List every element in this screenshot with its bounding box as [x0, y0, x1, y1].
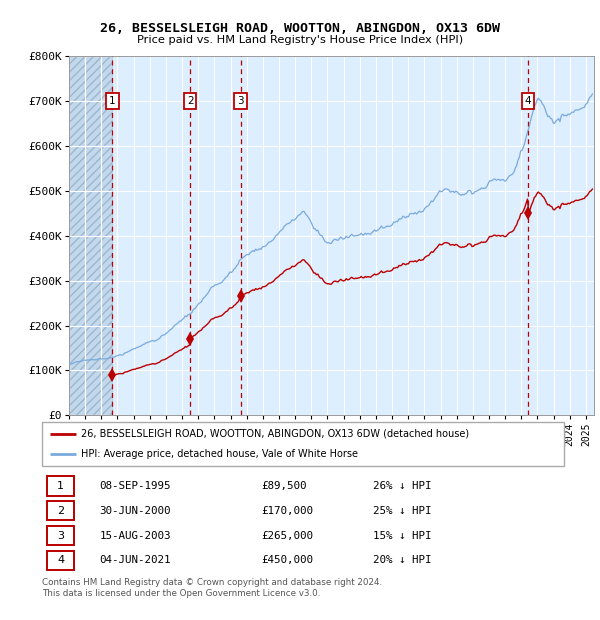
Text: 3: 3 [57, 531, 64, 541]
Bar [69, 56, 112, 415]
Text: 30-JUN-2000: 30-JUN-2000 [100, 506, 171, 516]
Bar [69, 56, 112, 415]
Text: Contains HM Land Registry data © Crown copyright and database right 2024.: Contains HM Land Registry data © Crown c… [42, 578, 382, 587]
Text: 20% ↓ HPI: 20% ↓ HPI [373, 556, 432, 565]
Text: 2: 2 [57, 506, 64, 516]
Text: This data is licensed under the Open Government Licence v3.0.: This data is licensed under the Open Gov… [42, 589, 320, 598]
Text: 26, BESSELSLEIGH ROAD, WOOTTON, ABINGDON, OX13 6DW (detached house): 26, BESSELSLEIGH ROAD, WOOTTON, ABINGDON… [81, 428, 469, 439]
Text: £265,000: £265,000 [261, 531, 313, 541]
Text: 15% ↓ HPI: 15% ↓ HPI [373, 531, 432, 541]
Bar [47, 526, 74, 545]
Text: 1: 1 [109, 95, 116, 106]
Text: HPI: Average price, detached house, Vale of White Horse: HPI: Average price, detached house, Vale… [81, 449, 358, 459]
Text: 15-AUG-2003: 15-AUG-2003 [100, 531, 171, 541]
Text: 2: 2 [187, 95, 193, 106]
Text: £450,000: £450,000 [261, 556, 313, 565]
Text: 4: 4 [525, 95, 532, 106]
Bar [47, 501, 74, 520]
Text: 1: 1 [57, 481, 64, 491]
Text: 3: 3 [237, 95, 244, 106]
Text: 4: 4 [57, 556, 64, 565]
Text: 26, BESSELSLEIGH ROAD, WOOTTON, ABINGDON, OX13 6DW: 26, BESSELSLEIGH ROAD, WOOTTON, ABINGDON… [100, 22, 500, 35]
Text: 26% ↓ HPI: 26% ↓ HPI [373, 481, 432, 491]
Bar [47, 551, 74, 570]
Text: 25% ↓ HPI: 25% ↓ HPI [373, 506, 432, 516]
Text: Price paid vs. HM Land Registry's House Price Index (HPI): Price paid vs. HM Land Registry's House … [137, 35, 463, 45]
Text: 08-SEP-1995: 08-SEP-1995 [100, 481, 171, 491]
Text: 04-JUN-2021: 04-JUN-2021 [100, 556, 171, 565]
Text: £89,500: £89,500 [261, 481, 307, 491]
Text: £170,000: £170,000 [261, 506, 313, 516]
Bar [47, 476, 74, 495]
